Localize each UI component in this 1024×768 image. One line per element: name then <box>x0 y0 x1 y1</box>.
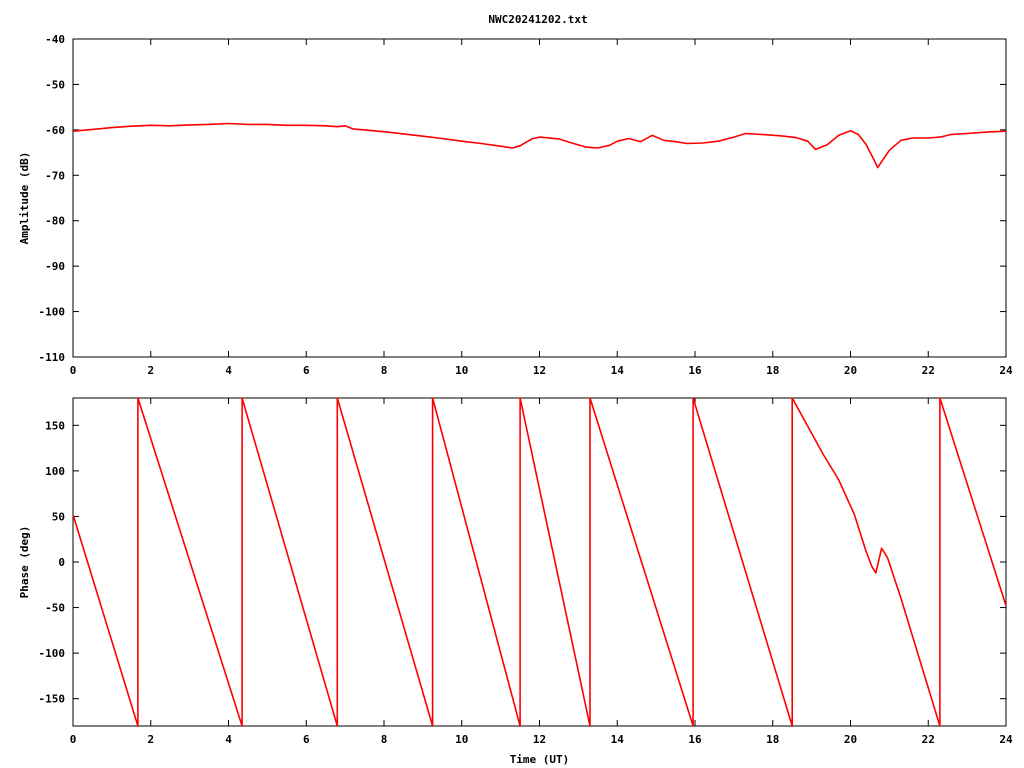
x-tick-label: 2 <box>147 733 154 746</box>
y-tick-label: -60 <box>45 124 65 137</box>
y-axis-label: Phase (deg) <box>18 526 31 599</box>
y-tick-label: -90 <box>45 260 65 273</box>
amplitude-series-line <box>72 122 1007 169</box>
x-tick-label: 22 <box>922 364 935 377</box>
x-tick-label: 10 <box>455 364 468 377</box>
x-tick-label: 18 <box>766 364 779 377</box>
x-tick-label: 24 <box>999 733 1013 746</box>
x-tick-label: 8 <box>381 733 388 746</box>
x-tick-label: 6 <box>303 364 310 377</box>
plot-frame <box>72 397 1007 727</box>
y-tick-label: 50 <box>52 510 65 523</box>
y-tick-label: 0 <box>58 556 65 569</box>
x-tick-label: 14 <box>611 364 625 377</box>
x-tick-label: 16 <box>688 364 702 377</box>
y-tick-label: 150 <box>45 419 65 432</box>
y-tick-label: -100 <box>39 306 66 319</box>
x-tick-label: 18 <box>766 733 779 746</box>
amplitude-panel: 0 2 4 6 8 10 12 14 16 18 20 22 24-40-50-60-70-80-90-… <box>18 33 1013 377</box>
y-tick-label: -70 <box>45 169 65 182</box>
x-tick-label: 6 <box>303 733 310 746</box>
x-axis-label: Time (UT) <box>510 753 570 766</box>
x-tick-label: 22 <box>922 733 935 746</box>
chart-title: NWC20241202.txt <box>488 13 587 26</box>
x-tick-label: 12 <box>533 364 546 377</box>
x-tick-label: 12 <box>533 733 546 746</box>
y-axis-label: Amplitude (dB) <box>18 152 31 245</box>
plot-frame <box>72 38 1007 358</box>
x-tick-label: 10 <box>455 733 468 746</box>
phase-panel: 0 2 4 6 8 10 12 14 16 18 20 22 24150100500-50-100-15… <box>18 397 1013 766</box>
y-tick-label: -150 <box>39 693 66 706</box>
x-tick-label: 20 <box>844 364 857 377</box>
y-tick-label: -110 <box>39 351 66 364</box>
x-tick-label: 24 <box>999 364 1013 377</box>
y-tick-label: -80 <box>45 215 65 228</box>
y-tick-label: -50 <box>45 602 65 615</box>
x-tick-label: 16 <box>688 733 702 746</box>
x-tick-label: 14 <box>611 733 625 746</box>
phase-series-line <box>72 397 1007 727</box>
x-tick-label: 2 <box>147 364 154 377</box>
x-tick-label: 8 <box>381 364 388 377</box>
y-tick-label: -40 <box>45 33 65 46</box>
x-tick-label: 0 <box>70 364 77 377</box>
y-tick-label: -100 <box>39 647 66 660</box>
x-tick-label: 4 <box>225 733 232 746</box>
x-tick-label: 4 <box>225 364 232 377</box>
x-tick-label: 20 <box>844 733 857 746</box>
y-tick-label: -50 <box>45 78 65 91</box>
y-tick-label: 100 <box>45 465 65 478</box>
x-tick-label: 0 <box>70 733 77 746</box>
